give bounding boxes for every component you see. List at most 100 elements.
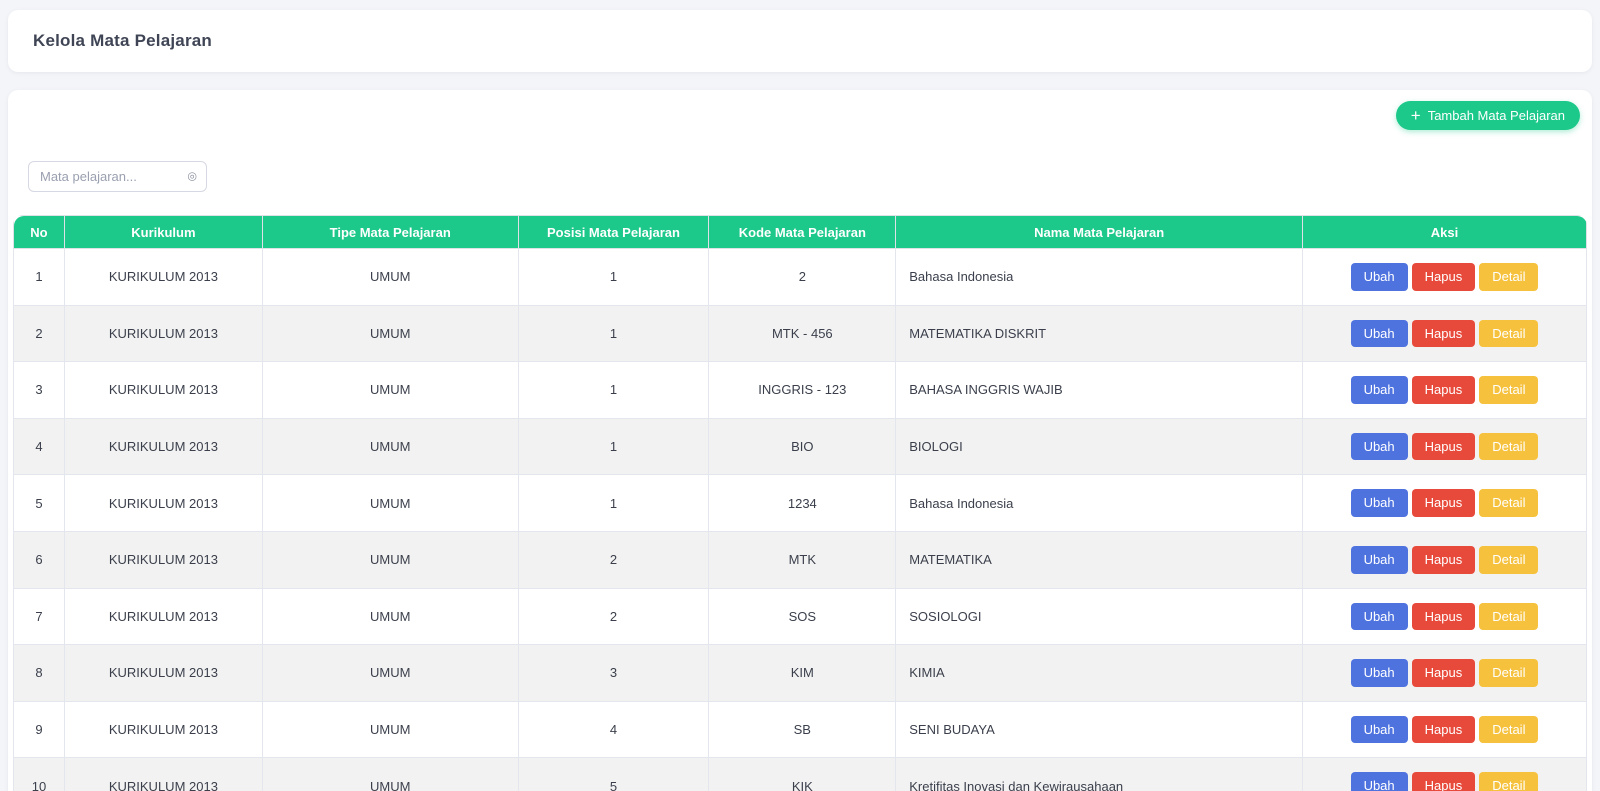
edit-button[interactable]: Ubah bbox=[1350, 376, 1408, 404]
table-row: 8 KURIKULUM 2013 UMUM 3 KIM KIMIA Ubah H… bbox=[13, 644, 1587, 702]
cell-posisi: 2 bbox=[517, 530, 710, 589]
table-header-row: No Kurikulum Tipe Mata Pelajaran Posisi … bbox=[13, 215, 1587, 249]
cell-aksi: Ubah Hapus Detail bbox=[1302, 361, 1587, 419]
cell-posisi: 1 bbox=[517, 304, 710, 363]
cell-tipe: UMUM bbox=[261, 644, 519, 702]
cell-nama: SENI BUDAYA bbox=[895, 700, 1304, 759]
cell-aksi: Ubah Hapus Detail bbox=[1302, 474, 1587, 532]
edit-button[interactable]: Ubah bbox=[1350, 659, 1408, 687]
cell-nama: MATEMATIKA bbox=[895, 530, 1304, 589]
cell-no: 7 bbox=[13, 587, 65, 646]
detail-button[interactable]: Detail bbox=[1479, 319, 1539, 348]
delete-button[interactable]: Hapus bbox=[1411, 659, 1476, 687]
edit-button[interactable]: Ubah bbox=[1350, 545, 1408, 574]
cell-tipe: UMUM bbox=[261, 757, 519, 791]
action-button-group: Ubah Hapus Detail bbox=[1313, 263, 1576, 291]
table-row: 9 KURIKULUM 2013 UMUM 4 SB SENI BUDAYA U… bbox=[13, 700, 1587, 759]
delete-button[interactable]: Hapus bbox=[1411, 545, 1476, 574]
search-input[interactable] bbox=[28, 161, 207, 192]
cell-kurikulum: KURIKULUM 2013 bbox=[63, 700, 263, 759]
action-button-group: Ubah Hapus Detail bbox=[1313, 659, 1576, 687]
detail-button[interactable]: Detail bbox=[1479, 489, 1539, 517]
detail-button[interactable]: Detail bbox=[1479, 545, 1539, 574]
cell-no: 2 bbox=[13, 304, 65, 363]
delete-button[interactable]: Hapus bbox=[1411, 319, 1476, 348]
cell-kode: MTK - 456 bbox=[708, 304, 897, 363]
cell-nama: BAHASA INGGRIS WAJIB bbox=[895, 361, 1304, 419]
col-no: No bbox=[13, 215, 65, 249]
cell-nama: Kretifitas Inovasi dan Kewirausahaan bbox=[895, 757, 1304, 791]
delete-button[interactable]: Hapus bbox=[1411, 263, 1476, 291]
detail-button[interactable]: Detail bbox=[1479, 602, 1539, 631]
cell-nama: Bahasa Indonesia bbox=[895, 474, 1304, 532]
cell-kode: KIK bbox=[708, 757, 897, 791]
cell-kode: 2 bbox=[708, 248, 897, 306]
cell-kurikulum: KURIKULUM 2013 bbox=[63, 757, 263, 791]
delete-button[interactable]: Hapus bbox=[1411, 772, 1476, 791]
content-card: + Tambah Mata Pelajaran ◎ No Kurikulum T… bbox=[8, 90, 1592, 791]
col-tipe-mata-pelajaran: Tipe Mata Pelajaran bbox=[261, 215, 519, 249]
cell-nama: SOSIOLOGI bbox=[895, 587, 1304, 646]
cell-posisi: 1 bbox=[517, 474, 710, 532]
action-button-group: Ubah Hapus Detail bbox=[1313, 319, 1576, 348]
cell-posisi: 2 bbox=[517, 587, 710, 646]
add-subject-button[interactable]: + Tambah Mata Pelajaran bbox=[1395, 101, 1580, 130]
subjects-table-wrap: No Kurikulum Tipe Mata Pelajaran Posisi … bbox=[13, 215, 1587, 791]
cell-nama: MATEMATIKA DISKRIT bbox=[895, 304, 1304, 363]
cell-tipe: UMUM bbox=[261, 587, 519, 646]
cell-no: 3 bbox=[13, 361, 65, 419]
edit-button[interactable]: Ubah bbox=[1350, 715, 1408, 744]
cell-no: 5 bbox=[13, 474, 65, 532]
detail-button[interactable]: Detail bbox=[1479, 432, 1539, 461]
cell-kode: SOS bbox=[708, 587, 897, 646]
table-row: 4 KURIKULUM 2013 UMUM 1 BIO BIOLOGI Ubah… bbox=[13, 417, 1587, 476]
cell-no: 9 bbox=[13, 700, 65, 759]
cell-tipe: UMUM bbox=[261, 361, 519, 419]
detail-button[interactable]: Detail bbox=[1479, 376, 1539, 404]
table-row: 5 KURIKULUM 2013 UMUM 1 1234 Bahasa Indo… bbox=[13, 474, 1587, 532]
detail-button[interactable]: Detail bbox=[1479, 659, 1539, 687]
page-header-card: Kelola Mata Pelajaran bbox=[8, 10, 1592, 72]
edit-button[interactable]: Ubah bbox=[1350, 319, 1408, 348]
cell-no: 4 bbox=[13, 417, 65, 476]
cell-aksi: Ubah Hapus Detail bbox=[1302, 587, 1587, 646]
delete-button[interactable]: Hapus bbox=[1411, 489, 1476, 517]
cell-kurikulum: KURIKULUM 2013 bbox=[63, 361, 263, 419]
cell-kurikulum: KURIKULUM 2013 bbox=[63, 587, 263, 646]
delete-button[interactable]: Hapus bbox=[1411, 715, 1476, 744]
col-kode-mata-pelajaran: Kode Mata Pelajaran bbox=[708, 215, 897, 249]
page-title: Kelola Mata Pelajaran bbox=[33, 31, 212, 50]
cell-kode: 1234 bbox=[708, 474, 897, 532]
cell-kurikulum: KURIKULUM 2013 bbox=[63, 644, 263, 702]
delete-button[interactable]: Hapus bbox=[1411, 432, 1476, 461]
cell-kode: MTK bbox=[708, 530, 897, 589]
delete-button[interactable]: Hapus bbox=[1411, 376, 1476, 404]
cell-tipe: UMUM bbox=[261, 248, 519, 306]
col-nama-mata-pelajaran: Nama Mata Pelajaran bbox=[895, 215, 1304, 249]
subjects-table: No Kurikulum Tipe Mata Pelajaran Posisi … bbox=[13, 215, 1587, 791]
cell-aksi: Ubah Hapus Detail bbox=[1302, 644, 1587, 702]
toolbar: + Tambah Mata Pelajaran bbox=[8, 90, 1592, 130]
action-button-group: Ubah Hapus Detail bbox=[1313, 376, 1576, 404]
cell-no: 8 bbox=[13, 644, 65, 702]
detail-button[interactable]: Detail bbox=[1479, 715, 1539, 744]
edit-button[interactable]: Ubah bbox=[1350, 263, 1408, 291]
cell-aksi: Ubah Hapus Detail bbox=[1302, 757, 1587, 791]
detail-button[interactable]: Detail bbox=[1479, 263, 1539, 291]
edit-button[interactable]: Ubah bbox=[1350, 432, 1408, 461]
search-box: ◎ bbox=[28, 161, 207, 192]
table-body: 1 KURIKULUM 2013 UMUM 1 2 Bahasa Indones… bbox=[13, 248, 1587, 791]
table-row: 10 KURIKULUM 2013 UMUM 5 KIK Kretifitas … bbox=[13, 757, 1587, 791]
cell-posisi: 1 bbox=[517, 417, 710, 476]
cell-posisi: 5 bbox=[517, 757, 710, 791]
delete-button[interactable]: Hapus bbox=[1411, 602, 1476, 631]
plus-icon: + bbox=[1410, 105, 1421, 125]
edit-button[interactable]: Ubah bbox=[1350, 772, 1408, 791]
cell-kode: SB bbox=[708, 700, 897, 759]
detail-button[interactable]: Detail bbox=[1479, 772, 1539, 791]
cell-posisi: 4 bbox=[517, 700, 710, 759]
cell-tipe: UMUM bbox=[261, 700, 519, 759]
edit-button[interactable]: Ubah bbox=[1350, 602, 1408, 631]
edit-button[interactable]: Ubah bbox=[1350, 489, 1408, 517]
cell-aksi: Ubah Hapus Detail bbox=[1302, 248, 1587, 306]
